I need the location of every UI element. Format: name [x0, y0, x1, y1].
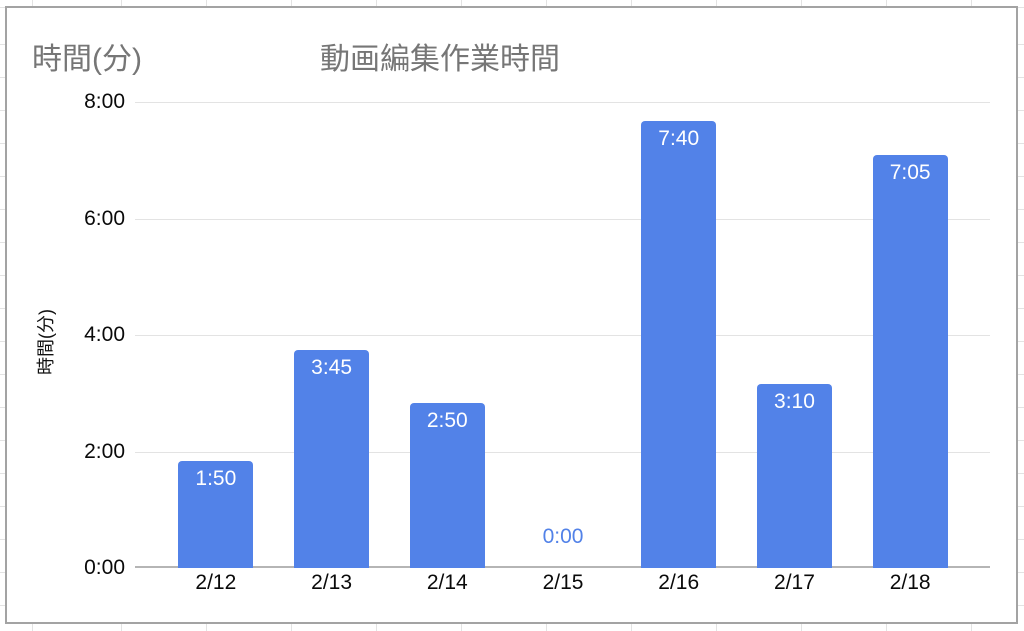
gridline	[135, 102, 990, 103]
bar-slot: 3:45	[274, 102, 390, 568]
x-tick-label: 2/16	[658, 571, 700, 594]
x-axis-labels: 2/12 2/13 2/14 2/15 2/16 2/17 2/18	[158, 571, 968, 595]
bar-value-label: 7:40	[658, 127, 700, 150]
bar-slot: 7:05	[852, 102, 968, 568]
bar[interactable]: 1:50	[178, 461, 254, 568]
bar-value-label: 2:50	[426, 409, 468, 432]
bar-slot: 3:10	[737, 102, 853, 568]
bar-value-label: 7:05	[889, 161, 931, 184]
x-tick-label: 2/14	[426, 571, 468, 594]
y-tick-label: 0:00	[84, 556, 125, 579]
x-tick-label: 2/12	[195, 571, 237, 594]
y-tick-label: 2:00	[84, 439, 125, 463]
bar[interactable]: 3:10	[756, 384, 832, 568]
gridline	[135, 452, 990, 453]
bar-slot: 7:40	[621, 102, 737, 568]
bar-value-label: 1:50	[195, 467, 237, 490]
x-tick-label: 2/15	[542, 571, 584, 594]
bar-slot: 1:50	[158, 102, 274, 568]
x-axis-baseline	[135, 566, 990, 568]
bar[interactable]: 7:05	[872, 155, 948, 568]
x-tick-label: 2/18	[889, 571, 931, 594]
x-tick-label: 2/13	[311, 571, 353, 594]
bar-slot: 0:00	[505, 102, 621, 568]
plot-area: 1:50 3:45 2:50 0:00 7:40 3:10 7:05	[135, 102, 990, 568]
chart-card[interactable]: 時間(分) 動画編集作業時間 時間(分) 1:50 3:45 2:50 0:00 7:4…	[5, 6, 1018, 624]
x-tick-label: 2/17	[774, 571, 815, 594]
bar-slot: 2:50	[389, 102, 505, 568]
y-tick-label: 4:00	[84, 323, 125, 346]
bar[interactable]: 7:40	[641, 121, 717, 568]
bars-row: 1:50 3:45 2:50 0:00 7:40 3:10 7:05	[158, 102, 968, 568]
bar[interactable]: 3:45	[294, 350, 370, 568]
zero-value-label: 0:00	[542, 525, 584, 548]
y-axis-unit-label: 時間(分)	[32, 43, 142, 76]
gridline	[135, 335, 990, 336]
bar[interactable]: 2:50	[409, 403, 485, 568]
y-tick-label: 8:00	[84, 90, 125, 113]
y-tick-label: 6:00	[84, 206, 125, 230]
bar-value-label: 3:45	[311, 356, 353, 379]
gridline	[135, 219, 990, 220]
bar-value-label: 3:10	[774, 390, 815, 413]
chart-title: 動画編集作業時間	[320, 43, 560, 76]
